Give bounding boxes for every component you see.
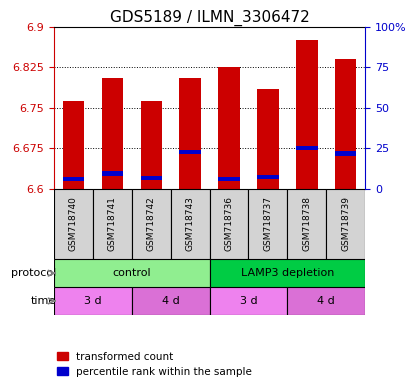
Bar <box>179 78 201 189</box>
FancyBboxPatch shape <box>287 287 365 315</box>
FancyBboxPatch shape <box>93 189 132 259</box>
FancyBboxPatch shape <box>210 287 287 315</box>
Text: GSM718739: GSM718739 <box>341 197 350 252</box>
FancyBboxPatch shape <box>132 287 210 315</box>
Legend: transformed count, percentile rank within the sample: transformed count, percentile rank withi… <box>55 349 254 379</box>
Text: 3 d: 3 d <box>240 296 257 306</box>
Bar <box>141 175 162 180</box>
Text: GSM718736: GSM718736 <box>225 197 234 252</box>
FancyBboxPatch shape <box>210 189 249 259</box>
Bar <box>257 89 278 189</box>
Bar <box>102 171 123 175</box>
FancyBboxPatch shape <box>54 259 210 287</box>
Bar <box>102 78 123 189</box>
FancyBboxPatch shape <box>326 189 365 259</box>
Text: GSM718743: GSM718743 <box>186 197 195 252</box>
FancyBboxPatch shape <box>249 189 287 259</box>
FancyBboxPatch shape <box>210 259 365 287</box>
Bar <box>296 146 317 150</box>
Bar <box>218 177 240 181</box>
Text: GSM718741: GSM718741 <box>108 197 117 252</box>
Text: GSM718737: GSM718737 <box>264 197 272 252</box>
FancyBboxPatch shape <box>54 189 93 259</box>
Bar <box>257 175 278 179</box>
Text: GSM718742: GSM718742 <box>147 197 156 251</box>
Bar <box>335 151 356 156</box>
Bar <box>218 67 240 189</box>
Text: 4 d: 4 d <box>317 296 335 306</box>
FancyBboxPatch shape <box>287 189 326 259</box>
Text: 4 d: 4 d <box>162 296 180 306</box>
Bar <box>179 150 201 154</box>
FancyBboxPatch shape <box>132 189 171 259</box>
Text: time: time <box>31 296 56 306</box>
Bar <box>63 101 84 189</box>
Text: control: control <box>112 268 151 278</box>
Bar <box>63 177 84 181</box>
Bar <box>335 59 356 189</box>
Text: 3 d: 3 d <box>84 296 102 306</box>
Text: GSM718740: GSM718740 <box>69 197 78 252</box>
Text: GSM718738: GSM718738 <box>303 197 311 252</box>
Text: protocol: protocol <box>11 268 56 278</box>
FancyBboxPatch shape <box>171 189 210 259</box>
Text: LAMP3 depletion: LAMP3 depletion <box>241 268 334 278</box>
FancyBboxPatch shape <box>54 287 132 315</box>
Bar <box>296 40 317 189</box>
Bar <box>141 101 162 189</box>
Title: GDS5189 / ILMN_3306472: GDS5189 / ILMN_3306472 <box>110 9 310 25</box>
